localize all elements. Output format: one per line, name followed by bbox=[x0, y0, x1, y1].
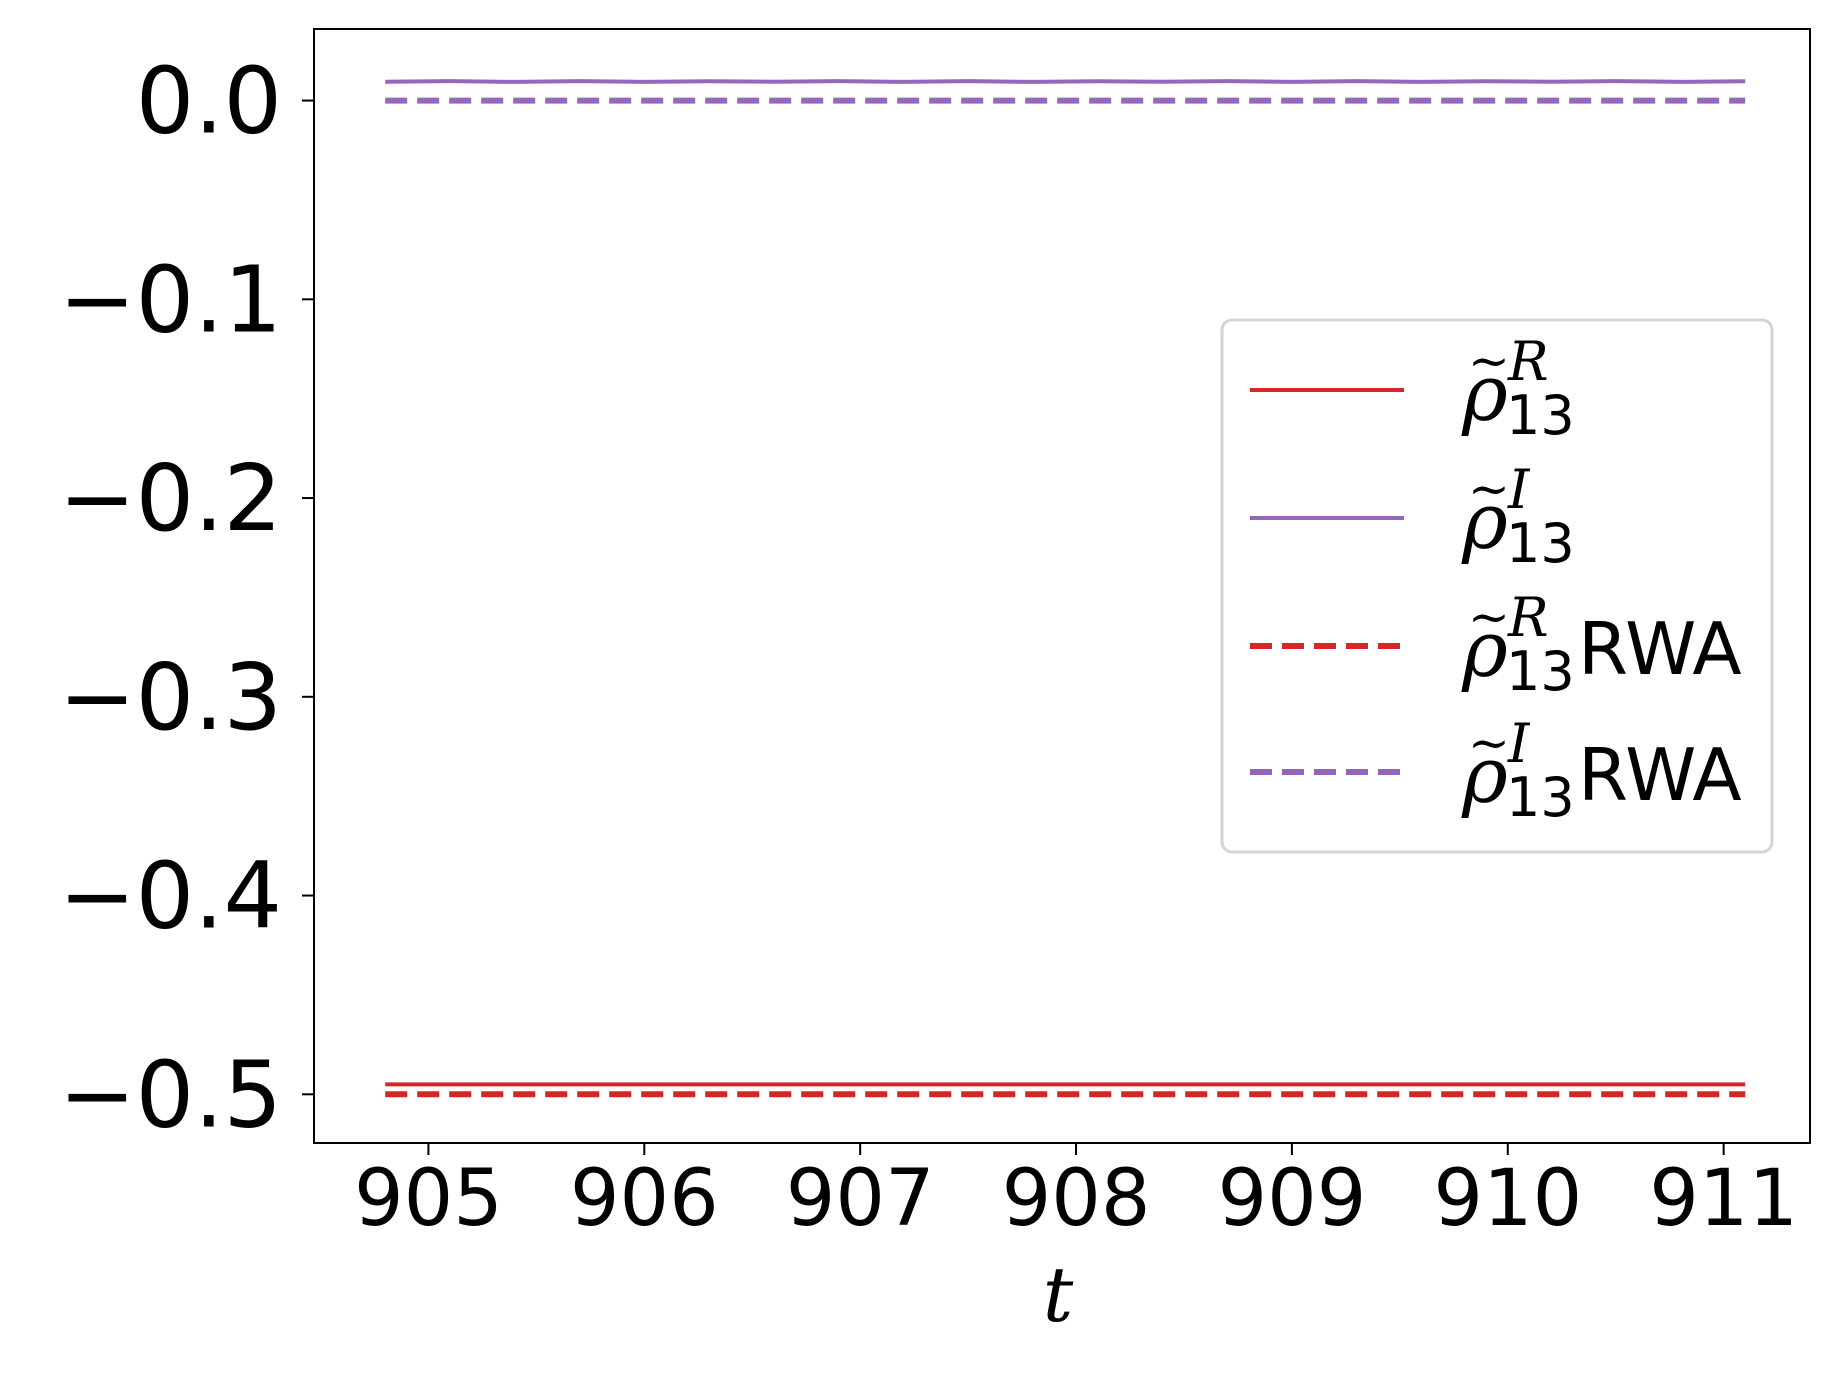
legend-superscript: I bbox=[1507, 712, 1531, 775]
y-axis: 0.0 −0.1 −0.2 −0.3 −0.4 −0.5 bbox=[59, 48, 314, 1148]
legend-entry: ρ~R13 bbox=[1250, 330, 1575, 447]
legend-tilde: ~ bbox=[1468, 460, 1510, 518]
legend-subscript: 13 bbox=[1506, 512, 1575, 575]
y-tick-label: −0.1 bbox=[59, 246, 282, 353]
legend-subscript: 13 bbox=[1506, 640, 1575, 703]
legend-superscript: I bbox=[1507, 458, 1531, 521]
legend-symbol: ρ bbox=[1461, 477, 1508, 567]
series-layer bbox=[385, 79, 1746, 1098]
legend-symbol: ρ bbox=[1461, 349, 1508, 439]
legend-symbol: ρ bbox=[1461, 731, 1508, 821]
y-tick-label: −0.5 bbox=[59, 1041, 282, 1148]
y-tick-label: −0.3 bbox=[59, 644, 282, 751]
legend-subscript: 13 bbox=[1506, 384, 1575, 447]
legend-box bbox=[1220, 318, 1774, 854]
y-tick-label: −0.2 bbox=[59, 445, 282, 552]
x-tick-label: 906 bbox=[570, 1154, 719, 1244]
legend-tilde: ~ bbox=[1468, 588, 1510, 646]
legend-symbol: ρ bbox=[1461, 605, 1508, 695]
legend-subscript: 13 bbox=[1506, 766, 1575, 829]
x-axis-label: t bbox=[1043, 1250, 1074, 1339]
axes-frame bbox=[313, 28, 1811, 1144]
x-tick-label: 908 bbox=[1002, 1154, 1151, 1244]
x-tick-label: 909 bbox=[1217, 1154, 1366, 1244]
x-tick-label: 911 bbox=[1649, 1154, 1798, 1244]
legend-tilde: ~ bbox=[1468, 332, 1510, 390]
legend-suffix: RWA bbox=[1578, 607, 1742, 691]
y-tick-label: 0.0 bbox=[136, 48, 282, 155]
legend-entry: ρ~I13 bbox=[1250, 458, 1575, 575]
legend-superscript: R bbox=[1507, 586, 1549, 649]
legend-suffix: RWA bbox=[1578, 733, 1742, 817]
x-axis: 905 906 907 908 909 910 911 bbox=[354, 1143, 1798, 1244]
legend-entry: ρ~I13 RWA bbox=[1250, 712, 1742, 829]
legend-superscript: R bbox=[1507, 330, 1549, 393]
y-tick-label: −0.4 bbox=[59, 843, 282, 950]
x-tick-label: 910 bbox=[1433, 1154, 1582, 1244]
x-tick-label: 907 bbox=[786, 1154, 935, 1244]
legend-tilde: ~ bbox=[1468, 714, 1510, 772]
x-tick-label: 905 bbox=[354, 1154, 503, 1244]
series-line-2 bbox=[385, 79, 1746, 84]
legend-entry: ρ~R13 RWA bbox=[1250, 586, 1742, 703]
